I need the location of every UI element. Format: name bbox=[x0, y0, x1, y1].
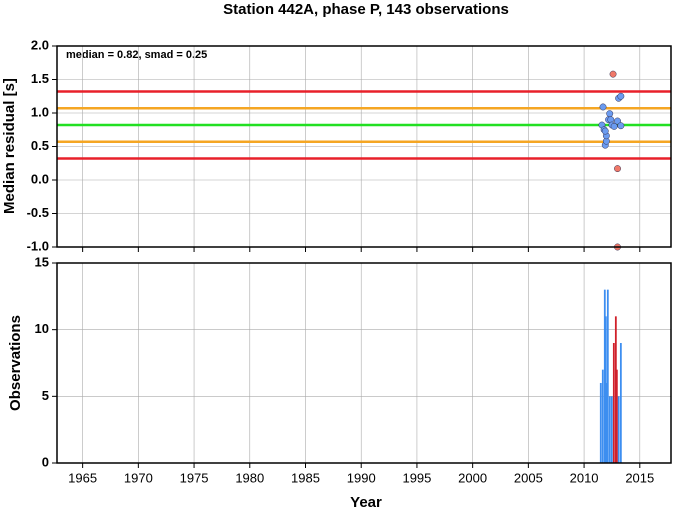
x-tick-label: 1985 bbox=[291, 470, 320, 485]
point bbox=[601, 127, 609, 135]
y-tick-label: 15 bbox=[35, 254, 49, 269]
plot-frame bbox=[56, 262, 672, 464]
annotation: median = 0.82, smad = 0.25 bbox=[66, 49, 207, 61]
y-axis-label: Observations bbox=[7, 315, 24, 411]
point bbox=[614, 165, 621, 173]
x-tick-label: 1975 bbox=[180, 470, 209, 485]
chart-title: Station 442A, phase P, 143 observations bbox=[223, 1, 509, 18]
x-tick-label: 2005 bbox=[514, 470, 543, 485]
y-tick-label: 0 bbox=[42, 454, 49, 469]
bar bbox=[617, 396, 620, 463]
bar bbox=[599, 383, 602, 463]
point bbox=[617, 92, 625, 100]
y-tick-label: 5 bbox=[42, 388, 49, 403]
x-tick-label: 2010 bbox=[570, 470, 599, 485]
y-tick-label: -0.5 bbox=[27, 205, 49, 220]
y-tick-label: 10 bbox=[35, 321, 49, 336]
bar bbox=[601, 369, 604, 463]
x-tick-label: 1965 bbox=[68, 470, 97, 485]
y-tick-label: 1.0 bbox=[31, 104, 49, 119]
bar bbox=[619, 343, 622, 463]
bar bbox=[614, 316, 617, 463]
y-tick-label: 1.5 bbox=[31, 71, 49, 86]
point bbox=[617, 122, 625, 130]
y-tick-label: -1.0 bbox=[27, 238, 49, 253]
bar bbox=[608, 396, 611, 463]
bar bbox=[606, 289, 609, 463]
point bbox=[609, 70, 617, 78]
x-tick-label: 2015 bbox=[625, 470, 654, 485]
x-tick-label: 1995 bbox=[402, 470, 431, 485]
point bbox=[606, 110, 614, 118]
bar bbox=[604, 316, 607, 463]
x-axis-label: Year bbox=[350, 494, 382, 511]
y-tick-label: 0.5 bbox=[31, 138, 49, 153]
x-tick-label: 2000 bbox=[458, 470, 487, 485]
y-axis-label: Median residual [s] bbox=[1, 78, 18, 214]
bar bbox=[610, 396, 613, 463]
point bbox=[614, 117, 621, 125]
bar bbox=[612, 343, 615, 463]
plot-frame bbox=[56, 45, 672, 248]
x-tick-label: 1970 bbox=[124, 470, 153, 485]
x-tick-label: 1980 bbox=[235, 470, 264, 485]
y-tick-label: 0.0 bbox=[31, 171, 49, 186]
y-tick-label: 2.0 bbox=[31, 37, 49, 52]
point bbox=[610, 122, 618, 130]
bar bbox=[603, 289, 606, 463]
bar bbox=[605, 383, 608, 463]
x-tick-label: 1990 bbox=[347, 470, 376, 485]
point bbox=[599, 103, 607, 111]
bar bbox=[615, 369, 618, 463]
